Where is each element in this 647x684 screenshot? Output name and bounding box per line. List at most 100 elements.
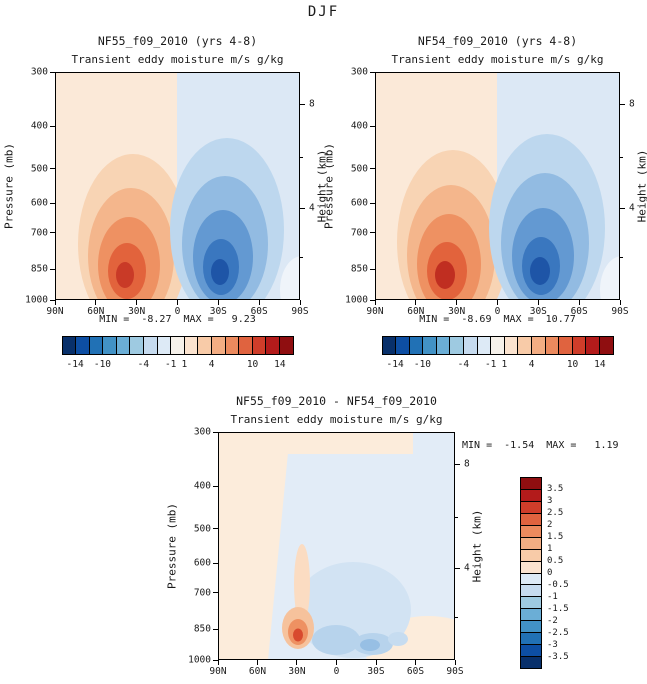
colorbar-segment [521, 549, 541, 562]
height-tick-mark [455, 567, 460, 569]
lat-tick-mark [95, 300, 97, 305]
pressure-tick-mark [50, 202, 55, 204]
figure-title: DJF [307, 4, 340, 20]
colorbar-tick-label: -3.5 [547, 652, 569, 662]
colorbar-segments [61, 336, 294, 355]
height-minor-tick-mark [300, 257, 303, 259]
contour-field-nf54 [375, 72, 620, 300]
colorbar-segment [586, 337, 600, 354]
colorbar-segment [521, 501, 541, 514]
colorbar-tick-label: 3.5 [547, 484, 564, 494]
pressure-tick-label: 600 [193, 557, 211, 569]
pressure-tick-label: 300 [30, 66, 48, 78]
colorbar-labels: -14 -10 -4 -1 1 4 10 14 [62, 359, 294, 372]
colorbar-segment [521, 657, 541, 668]
pressure-axis-label: Pressure (mb) [322, 142, 336, 230]
height-tick-mark [300, 103, 305, 105]
colorbar-tick-label: -2 [547, 616, 558, 626]
pressure-tick-mark [370, 202, 375, 204]
lat-tick-label: 90S [611, 306, 629, 317]
colorbar-tick-label: -2.5 [547, 628, 569, 638]
colorbar-tick-label: -14 [386, 359, 404, 370]
minmax-stats-nf55: MIN = -8.27 MAX = 9.23 [99, 314, 256, 325]
colorbar-nf55: -14 -10 -4 -1 1 4 10 14 [61, 336, 294, 372]
colorbar-segment [198, 337, 213, 354]
pressure-tick-label: 500 [30, 163, 48, 175]
lat-tick-mark [375, 660, 377, 665]
colorbar-segment [521, 478, 541, 490]
colorbar-diff: 3.5 3 2.5 2 1.5 1 0.5 0 -0.5 -1 -1.5 -2 -2.5 -3 -3.5 [520, 477, 569, 669]
colorbar-segment [521, 573, 541, 586]
lat-tick-mark [54, 300, 56, 305]
cool-contours [170, 138, 284, 300]
colorbar-tick-label: -1 [484, 359, 497, 370]
colorbar-segment [157, 337, 172, 354]
colorbar-tick-label: 4 [528, 359, 535, 370]
pressure-tick-label: 1000 [25, 294, 48, 306]
pressure-tick-label: 850 [350, 263, 368, 275]
pressure-tick-label: 400 [350, 120, 368, 132]
colorbar-segment [464, 337, 478, 354]
lat-tick-mark [415, 300, 417, 305]
colorbar-segment [62, 337, 77, 354]
warm-left-region [218, 432, 290, 660]
pressure-tick-mark [370, 232, 375, 233]
pressure-tick-mark [50, 232, 55, 233]
colorbar-tick-label: -10 [413, 359, 432, 370]
colorbar-segment [409, 337, 424, 354]
colorbar-segments [520, 477, 542, 669]
colorbar-segment [518, 337, 533, 354]
lat-tick-label: 90S [446, 666, 464, 677]
pressure-tick-label: 300 [350, 66, 368, 78]
colorbar-segment [144, 337, 158, 354]
colorbar-segment [76, 337, 90, 354]
contour-field-diff [218, 432, 455, 660]
lat-tick-mark [336, 660, 337, 665]
plot-border [55, 72, 300, 300]
lat-tick-mark [414, 660, 416, 665]
colorbar-segment [116, 337, 131, 354]
colorbar-tick-label: 0.5 [547, 556, 564, 566]
lat-tick-label: 90N [209, 666, 227, 677]
pressure-tick-mark [213, 485, 218, 487]
pressure-tick-mark [213, 659, 218, 661]
colorbar-segment [545, 337, 560, 354]
colorbar-segment [252, 337, 267, 354]
lat-tick-mark [578, 300, 580, 305]
colorbar-segment [532, 337, 546, 354]
pressure-tick-label: 1000 [188, 654, 211, 666]
colorbar-segment [239, 337, 253, 354]
lat-tick-label: 60S [406, 666, 425, 677]
pressure-tick-label: 600 [350, 197, 368, 209]
colorbar-segment [572, 337, 587, 354]
colorbar-segment [521, 525, 541, 538]
lat-tick-label: 90S [291, 306, 309, 317]
pressure-tick-mark [370, 71, 375, 73]
colorbar-tick-label: 3 [547, 496, 553, 506]
colorbar-tick-label: 10 [246, 359, 259, 370]
height-tick-label: 8 [629, 98, 635, 110]
colorbar-segment [521, 489, 541, 502]
lat-tick-label: 60S [570, 306, 588, 317]
plot-border [218, 432, 455, 660]
height-tick-mark [455, 463, 460, 465]
lat-tick-mark [374, 300, 376, 305]
colorbar-segment [396, 337, 410, 354]
panel-nf55: NF55_f09_2010 (yrs 4-8) Transient eddy m… [3, 34, 329, 370]
cool-contours [312, 625, 408, 655]
pressure-tick-mark [213, 562, 218, 564]
colorbar-segment [450, 337, 465, 354]
height-axis-label: Height (km) [470, 509, 484, 583]
colorbar-tick-label: -1 [164, 359, 177, 370]
lat-tick-label: 60N [87, 306, 105, 317]
lat-tick-mark [619, 300, 621, 305]
colorbar-segment [423, 337, 437, 354]
colorbar-segment [521, 609, 541, 622]
pressure-tick-label: 700 [350, 227, 368, 238]
colorbar-tick-label: -0.5 [547, 580, 569, 590]
lat-tick-label: 60S [250, 306, 268, 317]
minmax-stats-nf54: MIN = -8.69 MAX = 10.77 [419, 314, 576, 325]
colorbar-tick-label: 1 [181, 359, 188, 370]
colorbar-segment [491, 337, 505, 354]
colorbar-segment [521, 585, 541, 598]
